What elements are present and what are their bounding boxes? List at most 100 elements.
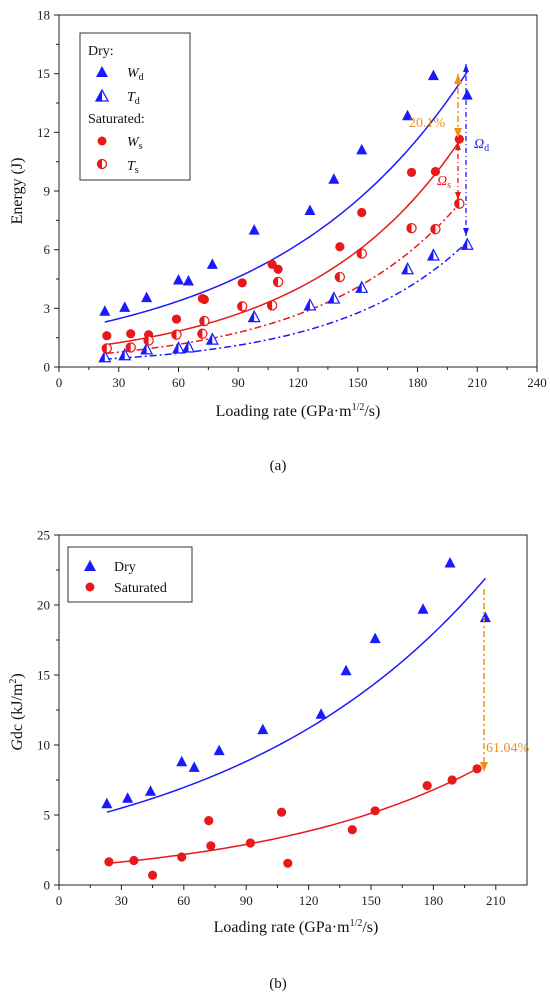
data-point-wd — [427, 69, 439, 81]
data-point-td — [98, 349, 112, 363]
data-point-ts — [266, 300, 278, 311]
data-point-saturated — [245, 838, 255, 848]
y-axis-ticks: 0 3 6 9 12 15 18 — [37, 8, 59, 375]
data-point-ts — [143, 335, 154, 346]
data-point-td — [355, 280, 369, 293]
x-tick-label: 90 — [240, 893, 253, 908]
y-axis-label: Energy (J) — [9, 158, 26, 225]
data-point-dry — [444, 557, 456, 568]
x-tick-label: 30 — [112, 375, 125, 390]
data-point-ts — [197, 328, 208, 339]
legend: Dry: Wd Td Saturated: Ws Ts — [79, 32, 191, 181]
data-point-saturated — [472, 764, 482, 774]
x-tick-label: 180 — [424, 893, 444, 908]
data-point-ws — [273, 264, 283, 274]
x-tick-label: 90 — [232, 375, 245, 390]
data-point-ws — [454, 134, 464, 144]
data-point-td — [327, 291, 341, 304]
y-tick-label: 5 — [44, 808, 51, 823]
data-point-saturated — [177, 852, 187, 862]
x-tick-label: 0 — [56, 893, 63, 908]
legend-marker-ts — [96, 158, 108, 170]
x-tick-label: 180 — [408, 375, 428, 390]
data-point-wd — [141, 291, 153, 303]
data-point-ts — [237, 301, 248, 312]
data-point-td — [140, 342, 154, 355]
data-point-dry — [176, 755, 188, 767]
data-point-saturated — [129, 855, 139, 866]
x-tick-label: 210 — [486, 893, 506, 908]
x-tick-label: 150 — [361, 893, 381, 908]
data-point-ws — [171, 314, 182, 324]
legend-header-saturated: Saturated: — [88, 112, 145, 127]
annotation-omega-d: Ωd — [463, 64, 489, 236]
data-point-dry — [315, 708, 327, 719]
data-point-td — [401, 261, 415, 275]
legend-marker-ws — [97, 136, 107, 146]
y-axis-ticks: 0 5 10 15 20 25 — [37, 528, 59, 893]
data-point-ts — [356, 248, 367, 259]
data-point-saturated — [206, 841, 216, 851]
legend-label-saturated: Saturated — [114, 581, 167, 596]
y-tick-label: 15 — [37, 66, 50, 81]
y-tick-label: 12 — [37, 125, 50, 140]
data-point-td — [460, 237, 474, 250]
annotation-omega-s-label: Ωs — [437, 174, 451, 191]
y-tick-label: 15 — [37, 668, 50, 683]
data-point-td — [426, 248, 440, 261]
data-point-ws — [237, 278, 247, 288]
x-tick-label: 150 — [348, 375, 368, 390]
data-point-saturated — [276, 807, 287, 817]
legend-marker-td — [94, 88, 110, 102]
y-tick-label: 6 — [44, 242, 51, 257]
data-point-dry — [479, 611, 491, 623]
data-point-ws — [430, 166, 441, 177]
data-point-dry — [340, 664, 352, 676]
x-axis-ticks: 0 30 60 90 120 150 180 210 — [56, 885, 506, 908]
x-tick-label: 30 — [115, 893, 128, 908]
data-point-ws — [126, 329, 136, 339]
x-tick-label: 120 — [288, 375, 308, 390]
data-point-wd — [248, 224, 260, 235]
data-point-ts — [406, 222, 417, 234]
annotation-61-percent: 61.04% — [480, 589, 530, 772]
data-point-wd — [206, 258, 218, 269]
fit-curve-ws — [106, 140, 460, 346]
data-point-saturated — [422, 781, 432, 791]
data-point-wd — [119, 301, 131, 312]
data-point-ts — [171, 329, 182, 340]
data-point-dry — [369, 632, 381, 644]
y-axis-label: Gdc (kJ/m2) — [8, 673, 26, 750]
data-points — [98, 69, 474, 363]
data-point-saturated — [283, 858, 293, 868]
data-points — [101, 557, 491, 880]
data-point-wd — [173, 273, 184, 285]
data-point-dry — [213, 744, 225, 756]
fit-curves — [106, 577, 486, 865]
annotation-omega-s: Ωs — [437, 142, 461, 200]
annotation-20-percent-label: 20.1% — [409, 116, 446, 131]
legend-marker-saturated — [85, 582, 95, 592]
y-tick-label: 10 — [37, 738, 50, 753]
y-tick-label: 20 — [37, 598, 50, 613]
data-point-ts — [125, 342, 136, 353]
y-tick-label: 18 — [37, 8, 50, 23]
data-point-ts — [334, 271, 346, 283]
data-point-ts — [199, 315, 210, 327]
y-tick-label: 0 — [44, 878, 51, 893]
data-point-wd — [182, 274, 194, 286]
x-tick-label: 120 — [299, 893, 319, 908]
x-axis-ticks: 0 30 60 90 120 150 180 210 240 — [56, 367, 547, 390]
data-point-wd — [328, 173, 340, 184]
data-point-ws — [357, 207, 367, 218]
data-point-ws — [406, 167, 417, 178]
fit-curve-dry — [106, 577, 486, 813]
x-tick-label: 60 — [177, 893, 190, 908]
legend-marker-wd — [96, 66, 108, 77]
data-point-td — [303, 298, 317, 311]
fit-curve-td — [104, 241, 468, 360]
data-point-saturated — [370, 806, 380, 816]
data-point-dry — [145, 785, 157, 796]
fit-curve-wd — [104, 71, 468, 323]
